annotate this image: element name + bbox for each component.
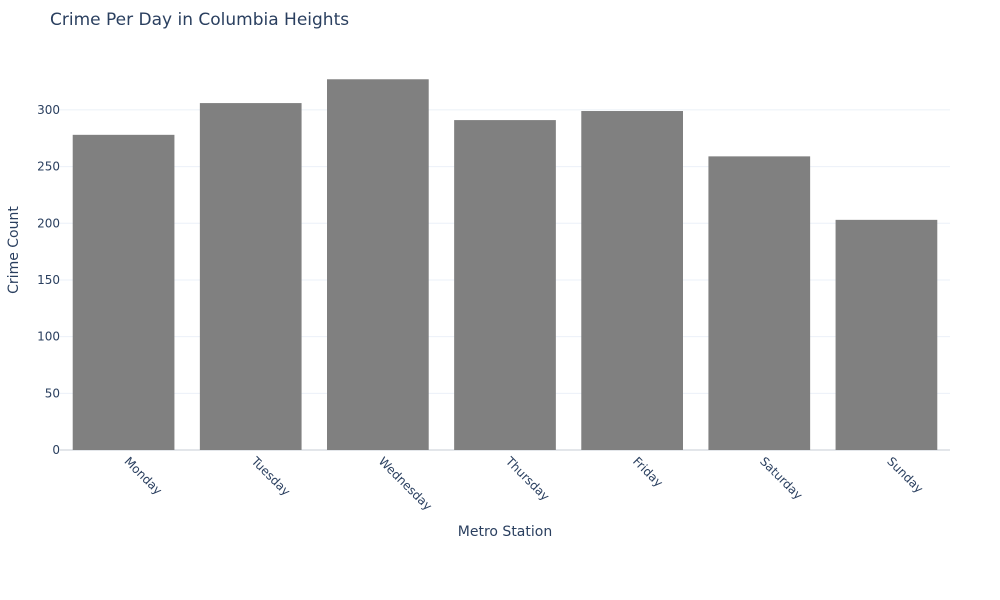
- x-axis-title: Metro Station: [458, 524, 552, 540]
- y-tick-label: 150: [37, 273, 60, 287]
- y-tick-label: 250: [37, 160, 60, 174]
- y-tick-label: 50: [45, 386, 60, 400]
- bar-wednesday[interactable]: [327, 79, 429, 450]
- x-tick-label: Thursday: [502, 454, 552, 504]
- y-axis-ticks: 0 50 100 150 200 250 300: [37, 103, 60, 457]
- y-tick-label: 300: [37, 103, 60, 117]
- x-tick-label: Tuesday: [248, 454, 293, 499]
- x-tick-label: Sunday: [884, 454, 926, 496]
- bar-tuesday[interactable]: [199, 103, 302, 451]
- y-tick-label: 100: [37, 330, 60, 344]
- x-tick-label: Wednesday: [376, 454, 435, 513]
- bar-friday[interactable]: [581, 111, 683, 450]
- x-axis-ticks: Monday Tuesday Wednesday Thursday Friday Satu…: [121, 454, 926, 514]
- bar-sunday[interactable]: [835, 219, 938, 450]
- bar-saturday[interactable]: [708, 156, 811, 450]
- y-tick-label: 200: [37, 216, 60, 230]
- x-tick-label: Saturday: [757, 454, 805, 502]
- y-axis-title: Crime Count: [6, 206, 22, 294]
- bar-thursday[interactable]: [454, 120, 556, 450]
- bar-monday[interactable]: [72, 134, 175, 451]
- bars: [72, 79, 938, 451]
- y-tick-label: 0: [52, 443, 60, 457]
- chart-title: Crime Per Day in Columbia Heights: [50, 10, 349, 30]
- x-tick-label: Monday: [121, 454, 164, 497]
- x-tick-label: Friday: [630, 454, 666, 490]
